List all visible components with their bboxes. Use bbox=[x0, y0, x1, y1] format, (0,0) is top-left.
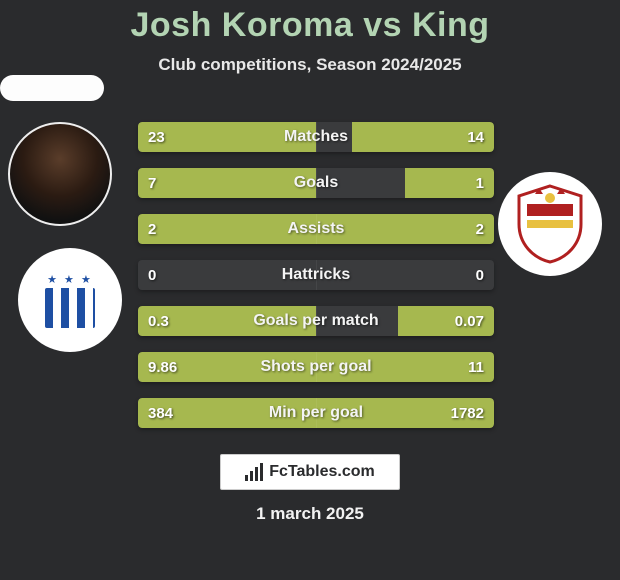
comparison-card: Josh Koroma vs King Club competitions, S… bbox=[0, 0, 620, 580]
stat-row: 2314Matches bbox=[138, 122, 494, 152]
stat-row: 71Goals bbox=[138, 168, 494, 198]
subtitle: Club competitions, Season 2024/2025 bbox=[0, 55, 620, 75]
stat-label: Goals bbox=[138, 168, 494, 198]
stat-label: Matches bbox=[138, 122, 494, 152]
shield-crest-icon bbox=[515, 184, 585, 264]
crest-stars-icon: ★ ★ ★ bbox=[47, 273, 93, 286]
stat-label: Shots per goal bbox=[138, 352, 494, 382]
player2-club-crest bbox=[498, 172, 602, 276]
logo-bars-icon bbox=[245, 463, 263, 481]
player2-avatar bbox=[0, 75, 104, 101]
crest-stripes-icon bbox=[45, 288, 95, 328]
stat-label: Hattricks bbox=[138, 260, 494, 290]
stat-row: 00Hattricks bbox=[138, 260, 494, 290]
stat-label: Min per goal bbox=[138, 398, 494, 428]
player1-club-crest: ★ ★ ★ bbox=[18, 248, 122, 352]
stat-row: 22Assists bbox=[138, 214, 494, 244]
fctables-logo: FcTables.com bbox=[220, 454, 400, 490]
player1-avatar bbox=[8, 122, 112, 226]
stats-container: 2314Matches 71Goals 22Assists 00Hattricks 0.… bbox=[138, 122, 494, 444]
stat-row: 3841782Min per goal bbox=[138, 398, 494, 428]
page-title: Josh Koroma vs King bbox=[0, 0, 620, 45]
stat-label: Goals per match bbox=[138, 306, 494, 336]
logo-text: FcTables.com bbox=[269, 463, 375, 481]
stat-label: Assists bbox=[138, 214, 494, 244]
date-label: 1 march 2025 bbox=[0, 504, 620, 524]
stat-row: 0.30.07Goals per match bbox=[138, 306, 494, 336]
stat-row: 9.8611Shots per goal bbox=[138, 352, 494, 382]
